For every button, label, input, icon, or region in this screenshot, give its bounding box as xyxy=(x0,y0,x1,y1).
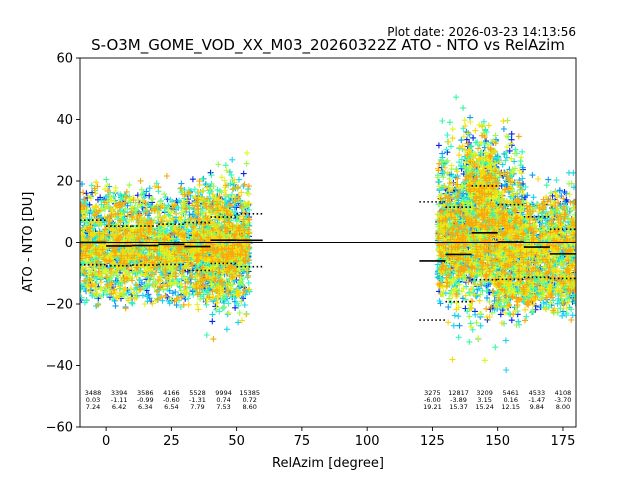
x-axis-label: RelAzim [degree] xyxy=(272,456,384,471)
y-tick-label: −20 xyxy=(46,298,73,313)
bin-count-label: 15385 xyxy=(239,389,260,397)
bin-count-label: 3209 xyxy=(476,389,493,397)
bin-mean-label: 0.03 xyxy=(86,396,100,404)
bin-mean-label: -6.00 xyxy=(424,396,441,404)
bin-mean-label: -3.70 xyxy=(555,396,572,404)
plot-date-label: Plot date: 2026-03-23 14:13:56 xyxy=(387,25,576,39)
scatter-points xyxy=(80,94,576,373)
bin-std-label: 7.53 xyxy=(216,403,230,411)
bin-count-label: 9994 xyxy=(215,389,232,397)
y-axis-ticks: −60 −40 −20 0 20 40 60 xyxy=(46,52,80,436)
y-tick-label: −40 xyxy=(46,359,73,374)
y-axis-label: ATO - NTO [DU] xyxy=(21,192,36,293)
bin-mean-label: -3.89 xyxy=(450,396,467,404)
x-tick-label: 50 xyxy=(228,434,245,449)
y-tick-label: −60 xyxy=(46,421,73,436)
y-tick-label: 20 xyxy=(56,175,73,190)
bin-mean-label: 0.72 xyxy=(242,396,256,404)
bin-mean-label: -1.47 xyxy=(528,396,545,404)
bin-mean-label: -1.11 xyxy=(111,396,128,404)
bin-std-label: 19.21 xyxy=(423,403,442,411)
bin-std-label: 12.15 xyxy=(501,403,520,411)
bin-count-label: 3275 xyxy=(424,389,441,397)
bin-std-label: 6.54 xyxy=(164,403,178,411)
bin-std-label: 6.42 xyxy=(112,403,126,411)
bin-std-label: 15.37 xyxy=(449,403,468,411)
x-tick-label: 175 xyxy=(551,434,576,449)
bin-mean-label: 3.15 xyxy=(477,396,491,404)
bin-mean-label: -0.99 xyxy=(137,396,154,404)
y-tick-label: 40 xyxy=(56,113,73,128)
x-tick-label: 125 xyxy=(420,434,445,449)
bin-std-label: 7.24 xyxy=(86,403,100,411)
x-tick-label: 25 xyxy=(163,434,180,449)
bin-std-label: 8.00 xyxy=(556,403,570,411)
bin-count-label: 3394 xyxy=(111,389,128,397)
x-axis-ticks: 0 25 50 75 100 125 150 175 xyxy=(102,427,575,449)
bin-count-label: 12817 xyxy=(448,389,469,397)
bin-mean-label: -0.60 xyxy=(163,396,180,404)
bin-std-label: 8.60 xyxy=(242,403,256,411)
bin-mean-label: 0.16 xyxy=(503,396,517,404)
bin-mean-label: 0.74 xyxy=(216,396,230,404)
bin-count-label: 4166 xyxy=(163,389,180,397)
y-tick-label: 60 xyxy=(56,52,73,67)
bin-mean-label: -1.31 xyxy=(189,396,206,404)
x-tick-label: 0 xyxy=(102,434,110,449)
bin-count-label: 5528 xyxy=(189,389,206,397)
bin-count-label: 4533 xyxy=(529,389,546,397)
x-tick-label: 100 xyxy=(355,434,380,449)
bin-count-label: 3488 xyxy=(85,389,102,397)
bin-std-label: 15.24 xyxy=(475,403,494,411)
bin-std-label: 9.84 xyxy=(530,403,544,411)
bin-std-label: 6.34 xyxy=(138,403,152,411)
bin-count-label: 4108 xyxy=(555,389,572,397)
y-tick-label: 0 xyxy=(65,236,73,251)
x-tick-label: 75 xyxy=(294,434,311,449)
x-tick-label: 150 xyxy=(485,434,510,449)
bin-count-label: 5461 xyxy=(502,389,519,397)
bin-count-label: 3586 xyxy=(137,389,154,397)
chart-title: S-O3M_GOME_VOD_XX_M03_20260322Z ATO - NT… xyxy=(91,36,565,55)
bin-std-label: 7.79 xyxy=(190,403,204,411)
